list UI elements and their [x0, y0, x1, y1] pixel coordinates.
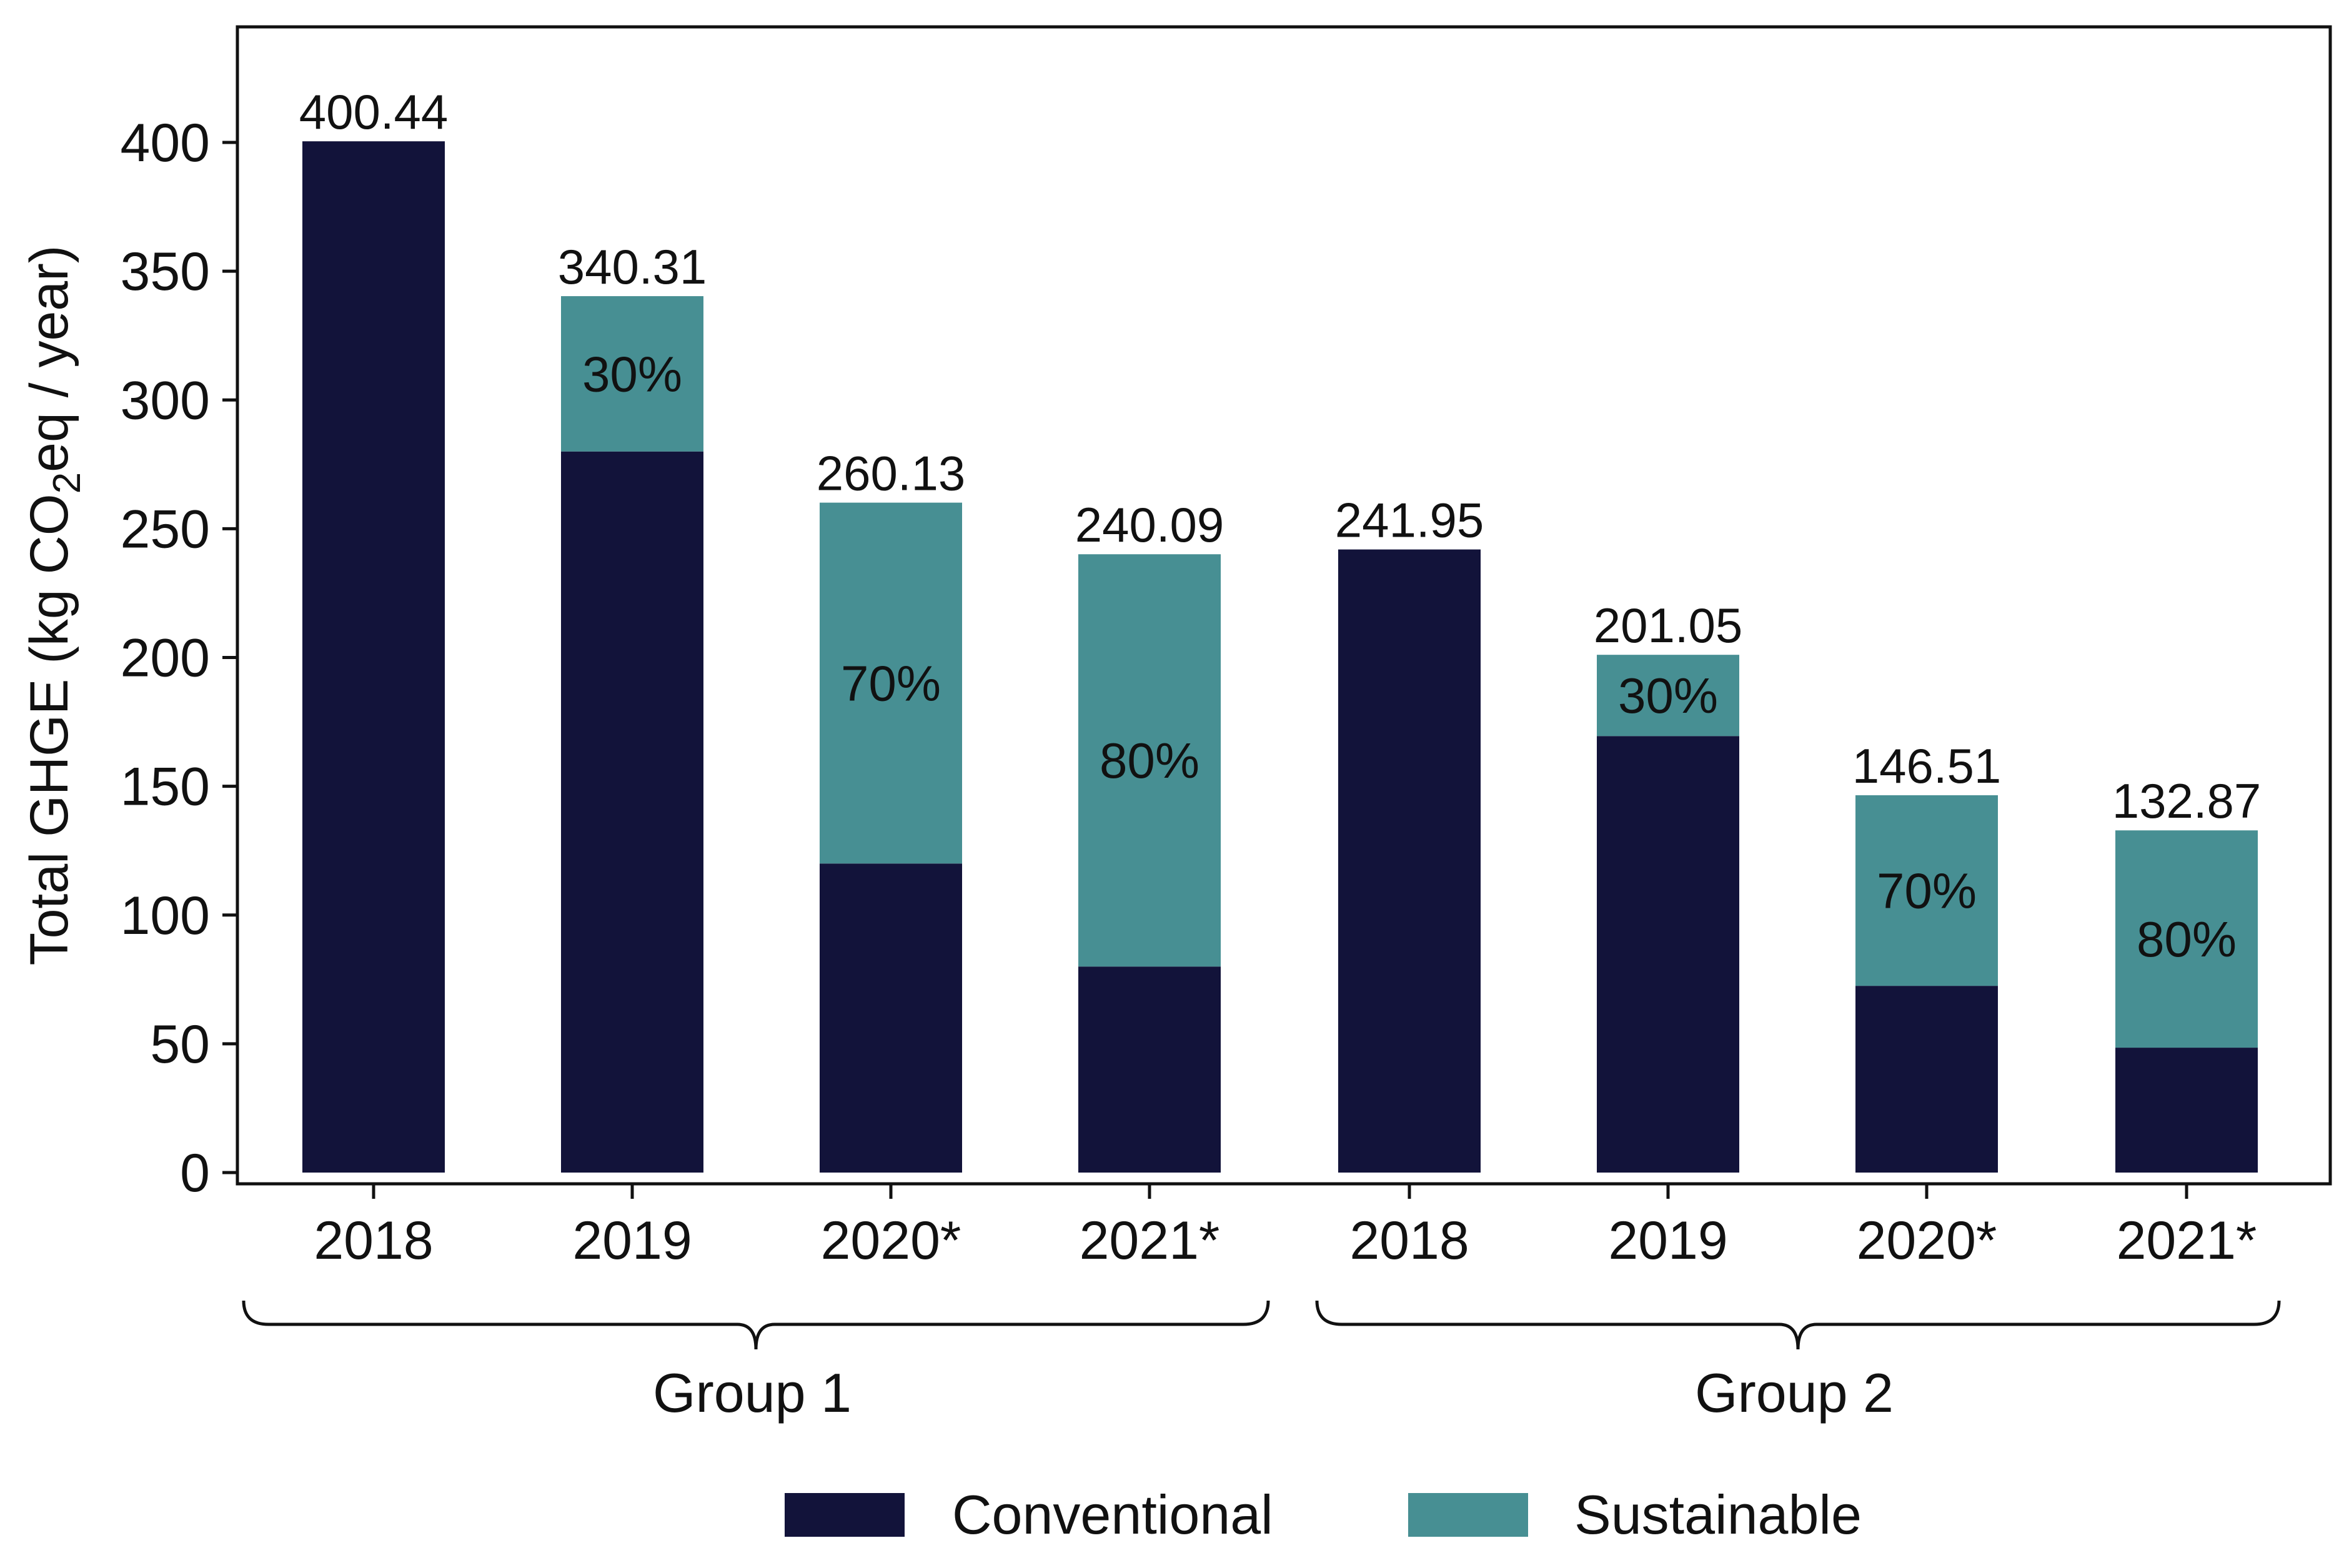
y-tick-label-150: 150: [121, 757, 211, 817]
bar-conventional-3: [1078, 966, 1221, 1173]
bar-conventional-0: [302, 141, 445, 1173]
bar-sustainable-1: [561, 296, 703, 452]
x-tick-label-6: 2020*: [1857, 1211, 1997, 1271]
bar-conventional-5: [1597, 736, 1739, 1173]
x-tick-label-3: 2021*: [1080, 1211, 1220, 1271]
legend-swatch-conventional: [785, 1493, 905, 1537]
total-label-0: 400.44: [299, 84, 449, 139]
group-brace-1: [242, 1300, 1270, 1350]
total-label-7: 132.87: [2112, 773, 2262, 828]
y-tick-label-100: 100: [121, 886, 211, 946]
y-tick-label-50: 50: [150, 1015, 210, 1074]
share-label-3: 80%: [1100, 733, 1199, 788]
y-axis-title-suffix: eq / year): [19, 246, 79, 472]
x-tick-label-1: 2019: [572, 1211, 692, 1271]
total-label-3: 240.09: [1075, 497, 1224, 552]
share-label-2: 70%: [841, 655, 941, 711]
legend: Conventional Sustainable: [785, 1484, 1862, 1546]
x-tick-label-4: 2018: [1349, 1211, 1469, 1271]
bar-conventional-6: [1855, 986, 1998, 1173]
bars-layer: [302, 141, 2258, 1173]
total-label-6: 146.51: [1852, 738, 2002, 793]
y-axis-title-prefix: Total GHGE (kg CO: [19, 494, 79, 965]
bar-sustainable-2: [820, 502, 962, 864]
share-label-6: 70%: [1877, 863, 1977, 919]
share-label-5: 30%: [1618, 668, 1718, 723]
y-tick-label-350: 350: [121, 242, 211, 302]
legend-label-sustainable: Sustainable: [1574, 1484, 1862, 1546]
total-label-2: 260.13: [817, 446, 966, 501]
group-braces: Group 1 Group 2: [242, 1300, 2281, 1424]
total-label-4: 241.95: [1335, 493, 1484, 548]
group-label-2: Group 2: [1695, 1362, 1894, 1424]
labels-layer: 400.44 340.31 30% 260.13 70% 240.09 80% 241.95 2…: [299, 84, 2262, 967]
y-tick-label-250: 250: [121, 499, 211, 559]
bar-conventional-1: [561, 451, 703, 1173]
total-label-5: 201.05: [1594, 598, 1743, 653]
bar-sustainable-3: [1078, 554, 1221, 967]
bar-sustainable-6: [1855, 795, 1998, 986]
bar-conventional-7: [2115, 1048, 2258, 1173]
legend-label-conventional: Conventional: [952, 1484, 1273, 1546]
bar-conventional-4: [1338, 549, 1481, 1173]
y-axis-title: Total GHGE (kg CO2eq / year): [19, 246, 89, 966]
y-axis-title-subscript: 2: [46, 472, 89, 494]
plot-frame: [236, 25, 2332, 1186]
y-tick-label-0: 0: [180, 1143, 210, 1203]
y-tick-label-400: 400: [121, 113, 211, 173]
group-brace-2: [1315, 1300, 2281, 1350]
y-tick-label-300: 300: [121, 370, 211, 430]
share-label-7: 80%: [2137, 911, 2237, 967]
legend-swatch-sustainable: [1408, 1493, 1528, 1537]
x-tick-label-5: 2019: [1608, 1211, 1727, 1271]
total-label-1: 340.31: [558, 239, 707, 294]
bar-conventional-2: [820, 863, 962, 1173]
x-tick-label-7: 2021*: [2117, 1211, 2257, 1271]
axis-layer: 0 50 100 150 200 250 300 350 400 2018 2019 2020* 202…: [121, 113, 2257, 1271]
bar-sustainable-7: [2115, 830, 2258, 1048]
x-tick-label-0: 2018: [314, 1211, 433, 1271]
y-tick-label-200: 200: [121, 628, 211, 688]
group-label-1: Group 1: [653, 1362, 852, 1424]
share-label-1: 30%: [582, 346, 682, 402]
x-tick-label-2: 2020*: [821, 1211, 961, 1271]
bar-sustainable-5: [1597, 655, 1739, 737]
